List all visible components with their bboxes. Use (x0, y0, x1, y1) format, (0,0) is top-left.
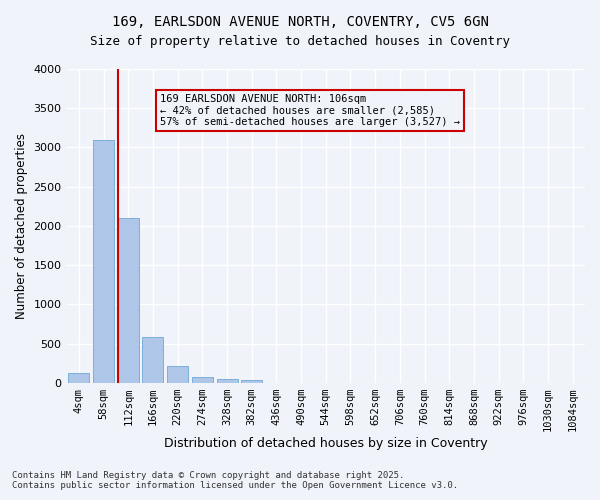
Bar (217, 379, 238, 383)
Y-axis label: Number of detached properties: Number of detached properties (15, 133, 28, 319)
Text: Size of property relative to detached houses in Coventry: Size of property relative to detached ho… (90, 35, 510, 48)
Bar (142, 338, 163, 383)
X-axis label: Distribution of detached houses by size in Coventry: Distribution of detached houses by size … (164, 437, 488, 450)
Text: 169 EARLSDON AVENUE NORTH: 106sqm
← 42% of detached houses are smaller (2,585)
5: 169 EARLSDON AVENUE NORTH: 106sqm ← 42% … (160, 94, 460, 128)
Bar (167, 366, 188, 383)
Text: 169, EARLSDON AVENUE NORTH, COVENTRY, CV5 6GN: 169, EARLSDON AVENUE NORTH, COVENTRY, CV… (112, 15, 488, 29)
Text: Contains HM Land Registry data © Crown copyright and database right 2025.
Contai: Contains HM Land Registry data © Crown c… (12, 470, 458, 490)
Bar (93, 140, 114, 383)
Bar (241, 380, 262, 383)
Bar (118, 218, 139, 383)
Bar (68, 372, 89, 383)
Bar (192, 376, 213, 383)
